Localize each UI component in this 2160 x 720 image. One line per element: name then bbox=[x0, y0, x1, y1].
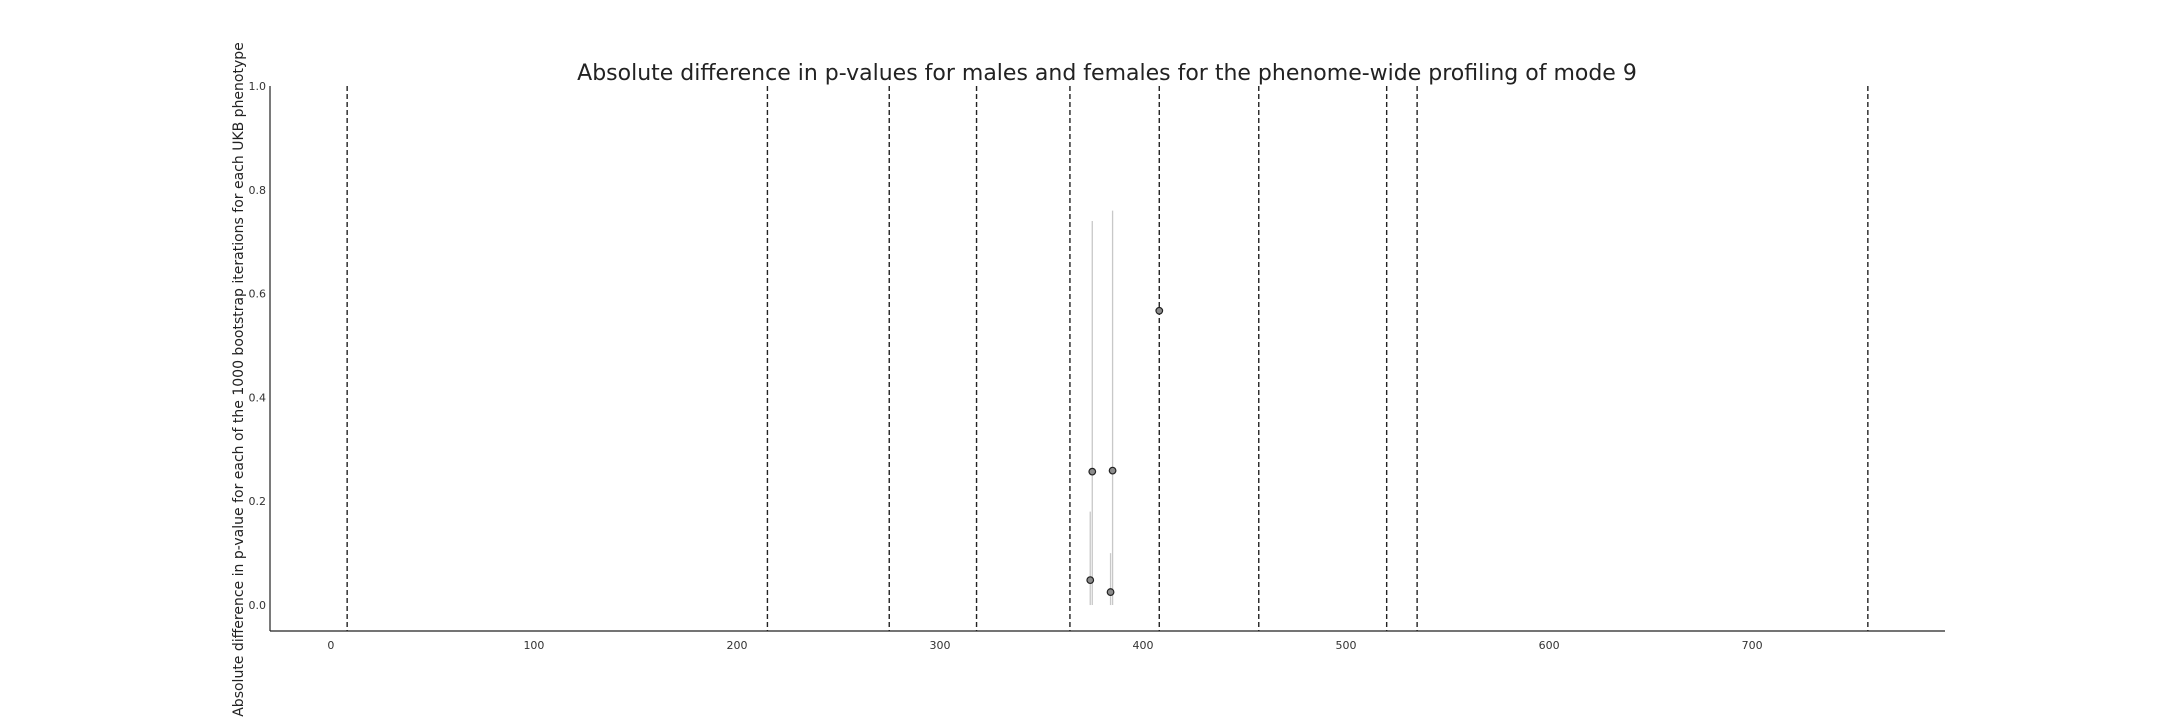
y-tick-label: 0.8 bbox=[249, 184, 267, 197]
x-tick-label: 0 bbox=[327, 639, 334, 652]
x-tick-label: 700 bbox=[1742, 639, 1763, 652]
data-point bbox=[1086, 576, 1095, 585]
category-boundaries bbox=[346, 86, 1869, 631]
y-tick-label: 0.6 bbox=[249, 288, 267, 301]
data-point bbox=[1155, 306, 1164, 315]
y-tick-label: 0.0 bbox=[249, 599, 267, 612]
x-tick-label: 400 bbox=[1133, 639, 1154, 652]
x-tick-label: 500 bbox=[1336, 639, 1357, 652]
chart-title: Absolute difference in p-values for male… bbox=[577, 61, 1637, 86]
y-tick-label: 0.4 bbox=[249, 391, 267, 404]
data-points bbox=[1086, 306, 1164, 596]
x-tick-label: 300 bbox=[930, 639, 951, 652]
y-axis-ticks: 0.0 0.2 0.4 0.6 0.8 1.0 bbox=[249, 80, 267, 612]
data-point bbox=[1106, 588, 1115, 596]
y-tick-label: 0.2 bbox=[249, 495, 267, 508]
x-tick-label: 200 bbox=[726, 639, 747, 652]
data-point bbox=[1108, 466, 1117, 475]
y-axis-label: Absolute difference in p-value for each … bbox=[231, 42, 247, 717]
error-bars bbox=[1089, 210, 1114, 606]
x-tick-label: 600 bbox=[1539, 639, 1560, 652]
data-point bbox=[1088, 467, 1097, 476]
y-tick-label: 1.0 bbox=[249, 80, 267, 93]
x-axis-ticks: 0 100 200 300 400 500 600 700 bbox=[327, 639, 1762, 652]
x-tick-label: 100 bbox=[523, 639, 544, 652]
